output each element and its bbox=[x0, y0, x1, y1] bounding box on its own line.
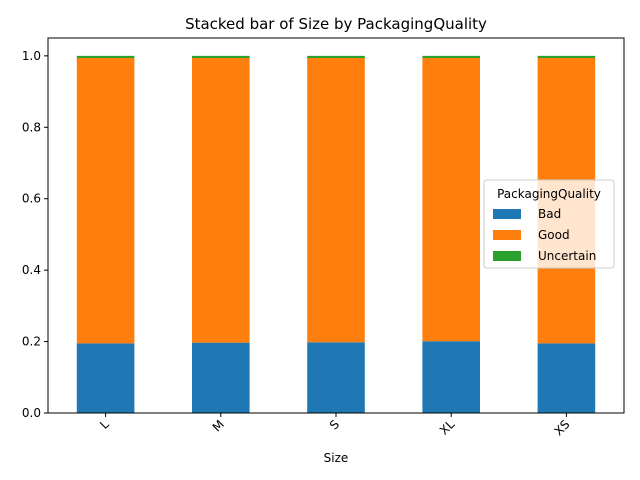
bar-good-m bbox=[192, 58, 250, 343]
bar-good-s bbox=[307, 58, 365, 343]
chart-title: Stacked bar of Size by PackagingQuality bbox=[185, 15, 487, 33]
legend-frame bbox=[483, 179, 615, 269]
legend: PackagingQuality Bad Good Uncertain bbox=[483, 179, 615, 269]
bar-bad-xl bbox=[422, 341, 480, 413]
x-tick-label-xl: XL bbox=[437, 417, 458, 438]
y-tick-label: 0.4 bbox=[22, 263, 41, 277]
x-axis-label: Size bbox=[324, 451, 349, 465]
x-tick-label-l: L bbox=[97, 417, 112, 432]
bar-uncertain-m bbox=[192, 55, 250, 58]
bar-bad-xs bbox=[537, 343, 596, 413]
y-tick-label: 1.0 bbox=[22, 49, 41, 63]
y-tick-label: 0.2 bbox=[22, 335, 41, 349]
x-tick-label-xs: XS bbox=[551, 417, 572, 438]
legend-label-uncertain: Uncertain bbox=[538, 249, 596, 263]
legend-swatch-bad bbox=[493, 209, 521, 219]
y-tick-label: 0.6 bbox=[22, 192, 41, 206]
bar-bad-s bbox=[307, 342, 365, 413]
bar-bad-m bbox=[192, 342, 250, 413]
bar-good-l bbox=[76, 58, 135, 344]
bar-good-xl bbox=[422, 58, 480, 342]
legend-label-good: Good bbox=[538, 228, 570, 242]
bar-uncertain-xs bbox=[537, 55, 596, 58]
x-tick-label-m: M bbox=[210, 417, 227, 434]
y-tick-label: 0.0 bbox=[22, 406, 41, 420]
bar-uncertain-s bbox=[307, 55, 365, 58]
bar-uncertain-l bbox=[76, 55, 135, 58]
y-tick-label: 0.8 bbox=[22, 120, 41, 134]
bar-bad-l bbox=[76, 343, 135, 413]
legend-title: PackagingQuality bbox=[497, 187, 601, 201]
legend-swatch-uncertain bbox=[493, 251, 521, 261]
x-tick-label-s: S bbox=[327, 417, 342, 432]
bar-uncertain-xl bbox=[422, 55, 480, 58]
legend-label-bad: Bad bbox=[538, 207, 561, 221]
legend-swatch-good bbox=[493, 230, 521, 240]
